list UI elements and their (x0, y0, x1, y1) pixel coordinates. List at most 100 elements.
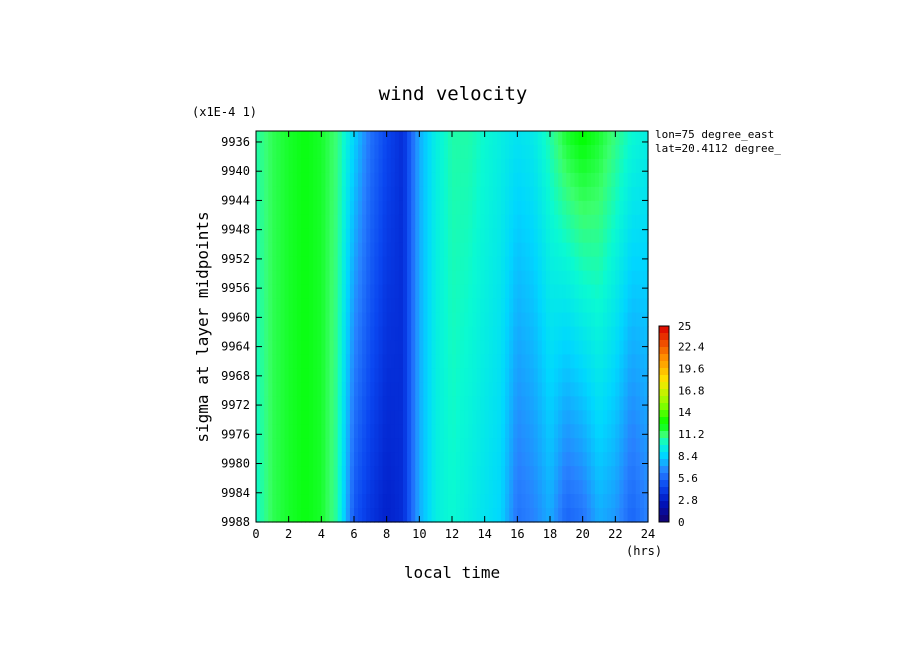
heatmap-cell (492, 410, 498, 425)
heatmap-cell (390, 256, 396, 272)
heatmap-cell (639, 242, 645, 258)
heatmap-cell (403, 340, 408, 356)
heatmap-cell (615, 340, 621, 356)
heatmap-cell (398, 256, 404, 272)
heatmap-cell (309, 298, 314, 314)
heatmap-cell (501, 410, 506, 425)
heatmap-cell (333, 382, 339, 397)
y-tick-label: 9988 (221, 515, 250, 529)
heatmap-cell (321, 270, 327, 286)
chart-title: wind velocity (379, 83, 528, 105)
heatmap-cell (529, 452, 535, 467)
heatmap-cell (586, 480, 592, 495)
heatmap-cell (562, 466, 567, 481)
heatmap-cell (419, 298, 425, 314)
heatmap-cell (276, 410, 282, 425)
heatmap-cell (570, 396, 576, 411)
heatmap-cell (550, 186, 555, 202)
heatmap-cell (537, 410, 543, 425)
heatmap-cell (599, 200, 604, 216)
heatmap-cell (517, 508, 523, 523)
heatmap-cell (382, 382, 388, 397)
heatmap-cell (627, 144, 633, 160)
heatmap-cell (452, 242, 457, 258)
heatmap-cell (525, 256, 531, 272)
heatmap-cell (321, 228, 327, 244)
heatmap-cell (341, 508, 347, 523)
heatmap-cell (468, 494, 474, 509)
heatmap-cell (623, 186, 629, 202)
heatmap-cell (460, 326, 465, 342)
heatmap-cell (407, 144, 412, 160)
heatmap-cell (370, 131, 376, 146)
heatmap-cell (472, 508, 478, 523)
heatmap-cell (325, 508, 331, 523)
heatmap-cell (362, 312, 367, 328)
y-tick-label: 9956 (221, 281, 250, 295)
heatmap-cell (415, 438, 420, 453)
heatmap-cell (460, 438, 465, 453)
heatmap-cell (398, 326, 404, 342)
heatmap-cell (599, 410, 604, 425)
heatmap-cell (378, 494, 384, 509)
heatmap-cell (472, 242, 478, 258)
heatmap-cell (349, 396, 355, 411)
heatmap-cell (615, 368, 621, 383)
heatmap-cell (423, 410, 429, 425)
heatmap-cell (562, 340, 567, 356)
heatmap-cell (305, 228, 310, 244)
heatmap-cell (578, 494, 584, 509)
heatmap-cell (362, 200, 367, 216)
heatmap-cell (488, 382, 494, 397)
heatmap-cell (517, 424, 523, 439)
heatmap-cell (427, 186, 433, 202)
heatmap-cell (452, 410, 457, 425)
heatmap-cell (296, 228, 302, 244)
heatmap-cell (341, 438, 347, 453)
heatmap-cell (550, 494, 555, 509)
heatmap-cell (305, 270, 310, 286)
heatmap-cell (292, 200, 298, 216)
heatmap-cell (431, 228, 437, 244)
heatmap-cell (615, 144, 621, 160)
heatmap-cell (366, 452, 371, 467)
heatmap-cell (447, 200, 453, 216)
heatmap-cell (431, 131, 437, 146)
heatmap-cell (611, 326, 616, 342)
heatmap-cell (619, 172, 625, 188)
heatmap-cell (574, 284, 580, 300)
heatmap-cell (435, 466, 441, 481)
heatmap-cell (317, 200, 322, 216)
heatmap-cell (280, 256, 286, 272)
heatmap-cell (362, 452, 367, 467)
heatmap-cell (452, 131, 457, 146)
heatmap-cell (374, 270, 380, 286)
heatmap-cell (386, 284, 392, 300)
x-tick-label: 18 (543, 527, 557, 541)
heatmap-cell (264, 158, 269, 174)
heatmap-cell (292, 410, 298, 425)
heatmap-cell (300, 214, 306, 230)
heatmap-cell (492, 214, 498, 230)
heatmap-cell (488, 452, 494, 467)
heatmap-cell (550, 270, 555, 286)
heatmap-cell (284, 480, 290, 495)
heatmap-cell (284, 452, 290, 467)
heatmap-cell (452, 494, 457, 509)
heatmap-cell (280, 396, 286, 411)
heatmap-cell (382, 228, 388, 244)
heatmap-cell (345, 438, 351, 453)
heatmap-cell (566, 480, 572, 495)
heatmap-cell (354, 480, 359, 495)
heatmap-cell (525, 382, 531, 397)
heatmap-cell (419, 312, 425, 328)
heatmap-cell (378, 508, 384, 523)
heatmap-cell (288, 438, 294, 453)
colorbar-swatch (659, 445, 669, 453)
heatmap-cell (594, 200, 600, 216)
heatmap-cell (284, 284, 290, 300)
heatmap-cell (407, 200, 412, 216)
heatmap-cell (615, 382, 621, 397)
heatmap-cell (390, 298, 396, 314)
heatmap-cell (382, 242, 388, 258)
